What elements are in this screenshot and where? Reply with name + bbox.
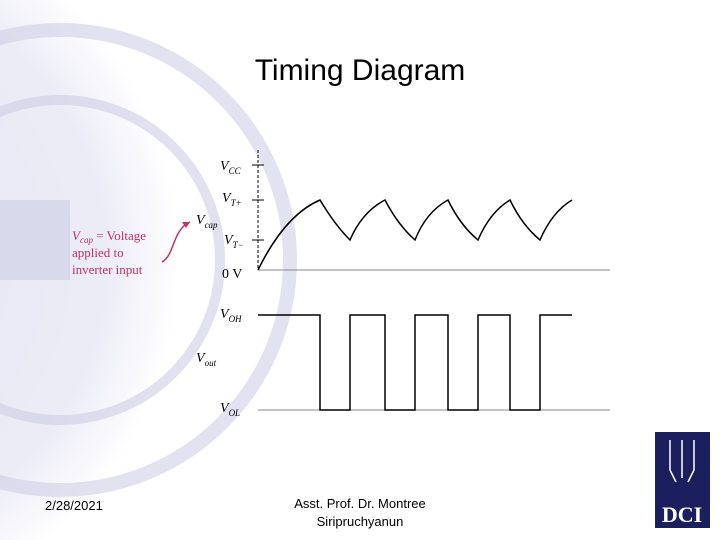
label-sub: T− [233, 240, 244, 250]
label-vtplus: VT+ [222, 191, 242, 208]
background [0, 0, 360, 540]
label-zero: 0 V [222, 267, 242, 282]
label-vol: VOL [220, 401, 240, 418]
annotation: Vcap = Voltage applied to inverter input [72, 228, 146, 277]
label-main: V [196, 213, 206, 228]
label-sub: out [205, 358, 217, 368]
label-sub: OH [229, 314, 242, 324]
output-waveform [258, 314, 572, 411]
label-main: V [220, 307, 230, 322]
footer-date: 2/28/2021 [45, 498, 103, 513]
axes [252, 150, 610, 411]
capacitor-waveform [257, 198, 573, 271]
label-vout: Vout [196, 351, 217, 368]
label-main: V [220, 401, 230, 416]
annotation-line2: applied to [72, 245, 124, 260]
arrow-head [182, 222, 190, 228]
label-vtminus: VT− [224, 233, 244, 250]
label-vcap: Vcap [196, 213, 218, 230]
label-main: V [196, 351, 206, 366]
annotation-line3: inverter input [72, 262, 143, 277]
label-main: V [224, 233, 234, 248]
footer-author: Asst. Prof. Dr. Montree [294, 496, 426, 511]
label-sub: cap [205, 220, 218, 230]
annotation-rest: = Voltage [93, 228, 146, 243]
label-voh: VOH [220, 307, 242, 324]
annotation-main: V [72, 228, 82, 243]
annotation-sub: cap [80, 235, 93, 245]
label-vcc: VCC [220, 159, 242, 176]
label-sub: OL [229, 408, 241, 418]
annotation-line1: Vcap = Voltage [72, 228, 146, 245]
label-main: V [222, 191, 232, 206]
label-sub: CC [229, 166, 242, 176]
footer-author: Siripruchyanun [317, 514, 404, 529]
title: Timing Diagram [255, 54, 466, 87]
logo-text: DCI [662, 502, 702, 527]
label-sub: T+ [231, 198, 242, 208]
axis-labels: VCC VT+ Vcap VT− 0 V VOH Vout VOL [196, 159, 244, 418]
logo: DCI [655, 432, 710, 528]
label-main: V [220, 159, 230, 174]
